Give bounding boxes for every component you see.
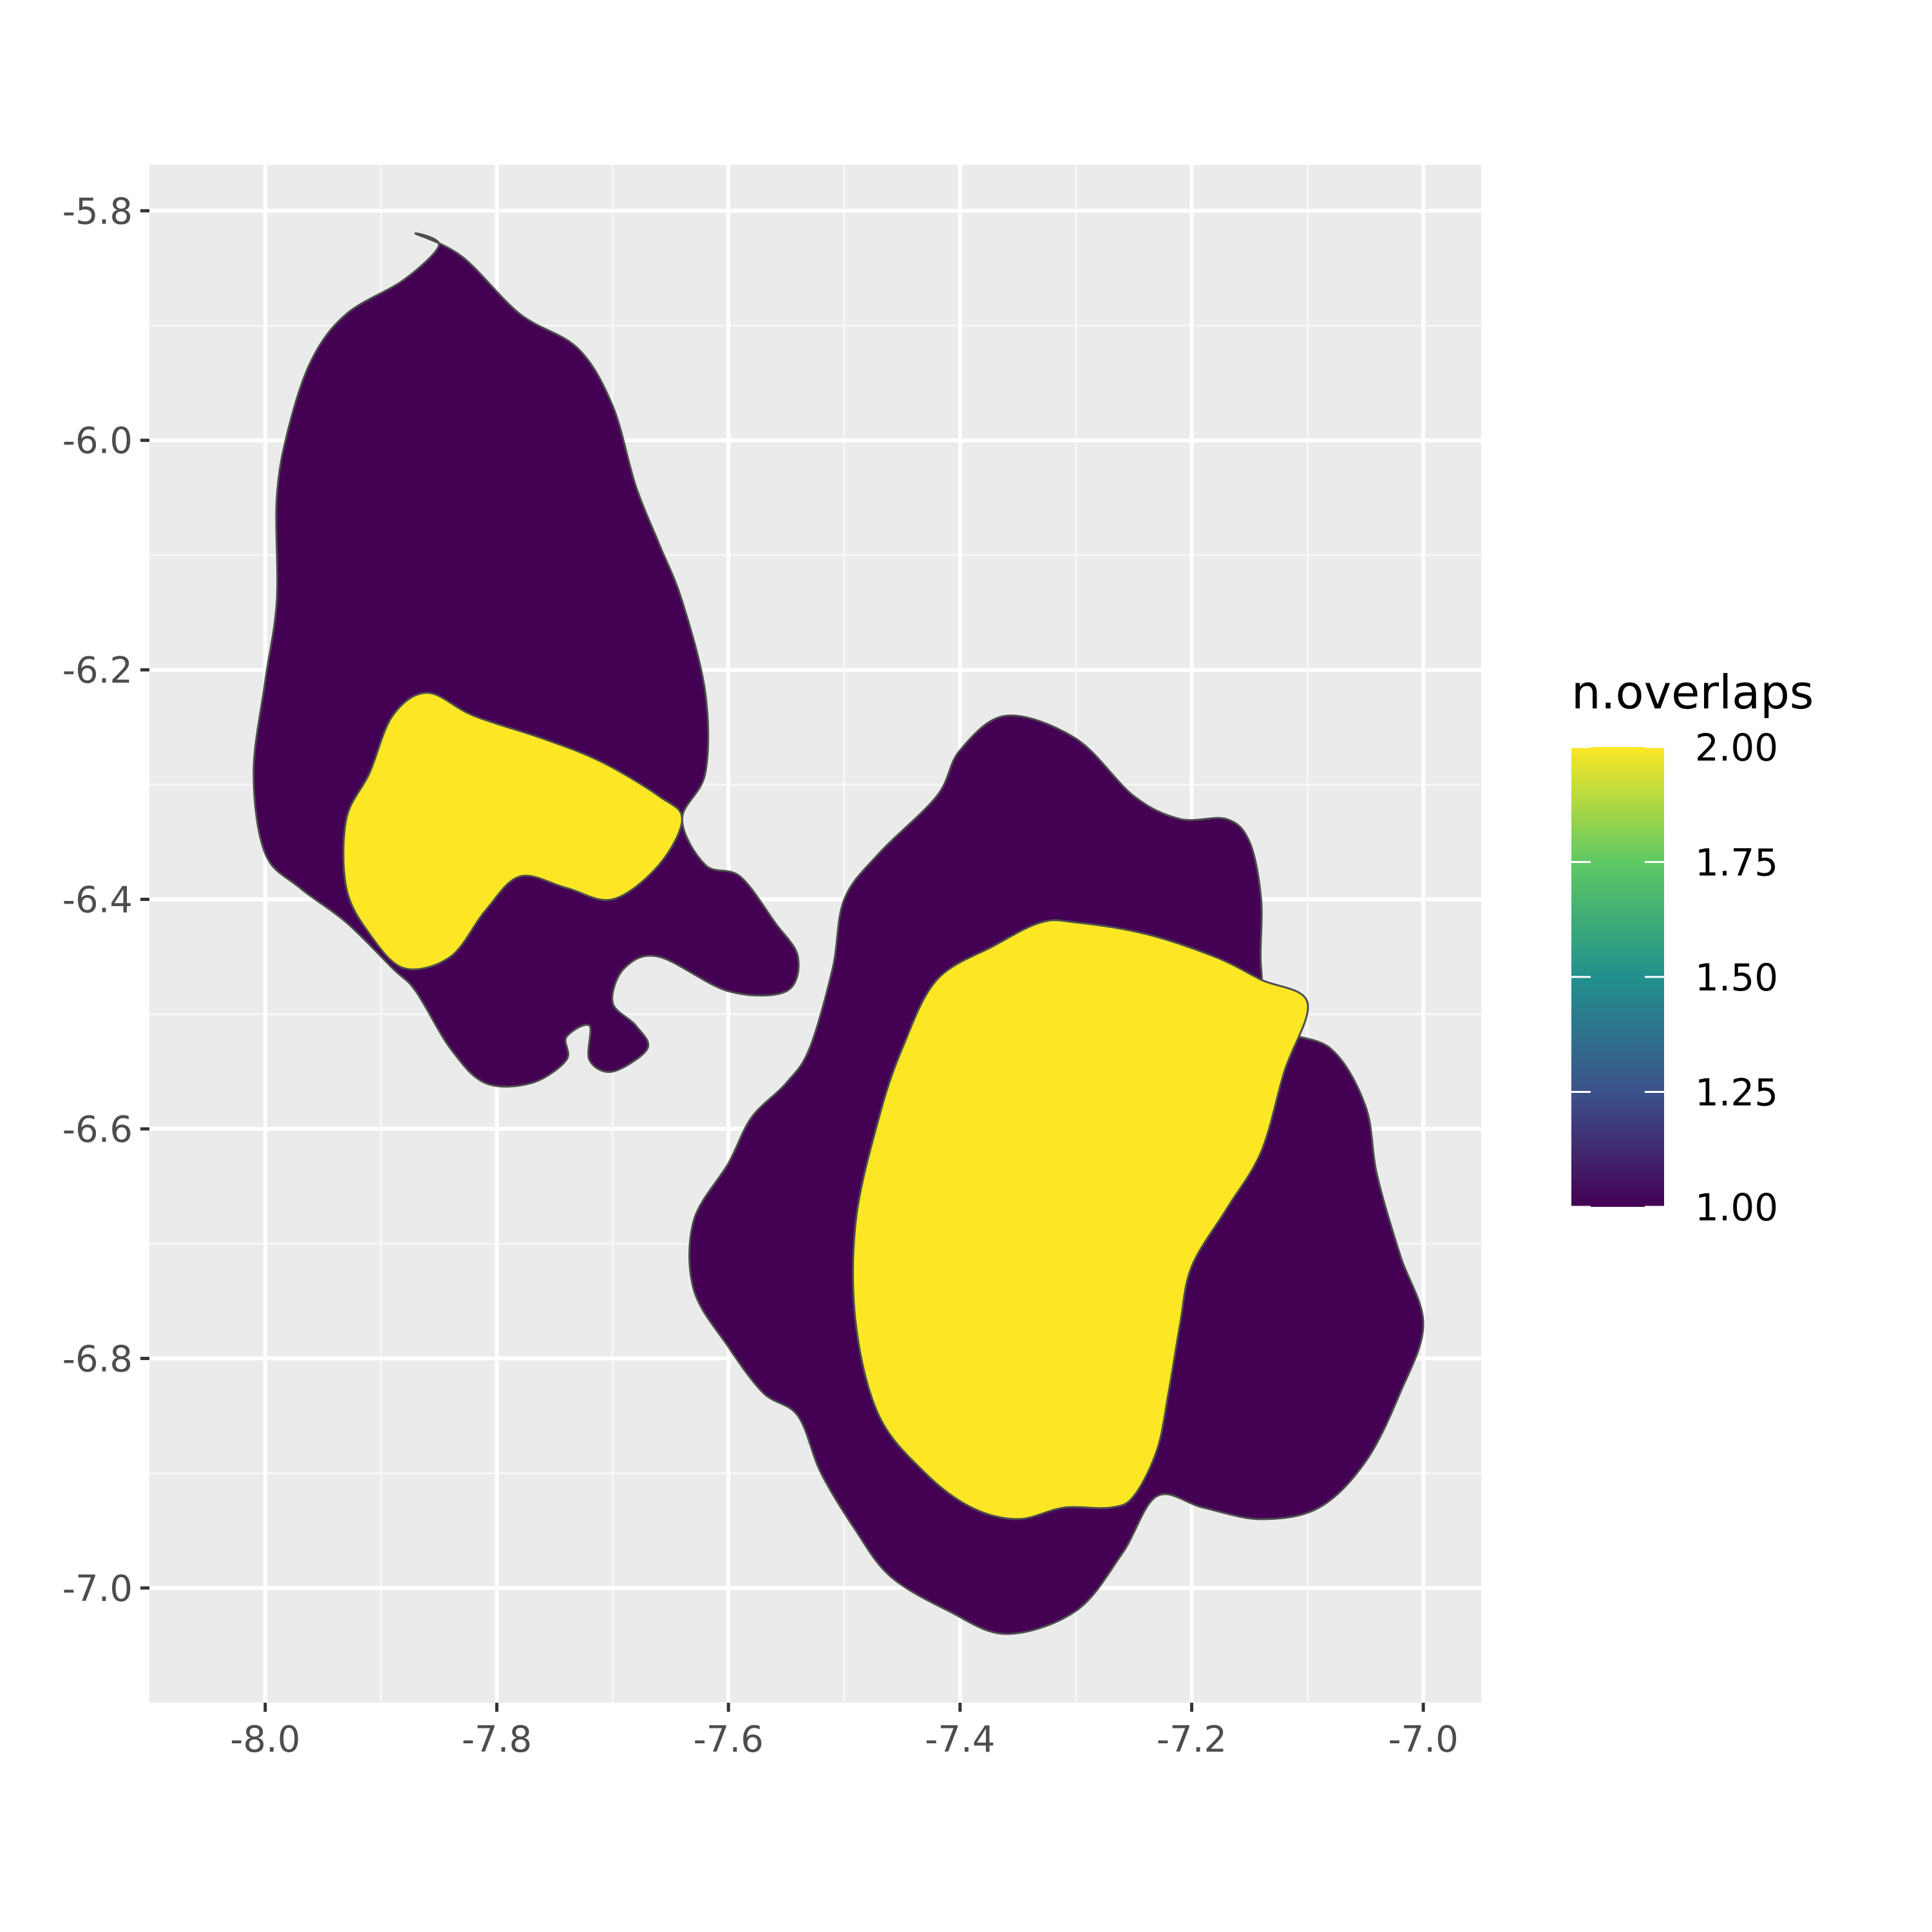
legend-label: 2.00 bbox=[1695, 726, 1778, 770]
legend-label: 1.00 bbox=[1695, 1186, 1778, 1229]
legend-label: 1.75 bbox=[1695, 841, 1778, 885]
legend-label: 1.25 bbox=[1695, 1071, 1778, 1115]
y-tick-label: -6.0 bbox=[62, 421, 133, 462]
y-tick-label: -7.0 bbox=[62, 1568, 133, 1610]
x-tick-label: -8.0 bbox=[230, 1719, 300, 1761]
y-tick-label: -6.4 bbox=[62, 880, 133, 922]
x-tick-label: -7.8 bbox=[462, 1719, 532, 1761]
overlap-region-2 bbox=[342, 692, 683, 971]
y-tick-label: -6.8 bbox=[62, 1338, 133, 1380]
x-tick-label: -7.6 bbox=[693, 1719, 763, 1761]
x-tick-label: -7.2 bbox=[1157, 1719, 1227, 1761]
y-axis: -5.8 -6.0 -6.2 -6.4 -6.6 -6.8 -7.0 bbox=[62, 191, 149, 1610]
x-tick-label: -7.0 bbox=[1388, 1719, 1458, 1761]
legend: n.overlaps 2.00 1.75 1.50 1.25 1.00 bbox=[1571, 665, 1814, 1229]
regions bbox=[252, 232, 1425, 1635]
x-tick-label: -7.4 bbox=[925, 1719, 995, 1761]
x-axis: -8.0 -7.8 -7.6 -7.4 -7.2 -7.0 bbox=[230, 1703, 1459, 1761]
legend-title: n.overlaps bbox=[1571, 665, 1814, 719]
y-tick-label: -6.2 bbox=[62, 650, 133, 692]
y-tick-label: -5.8 bbox=[62, 191, 133, 232]
overlap-region-4 bbox=[851, 919, 1309, 1520]
y-tick-label: -6.6 bbox=[62, 1109, 133, 1151]
legend-label: 1.50 bbox=[1695, 956, 1778, 999]
